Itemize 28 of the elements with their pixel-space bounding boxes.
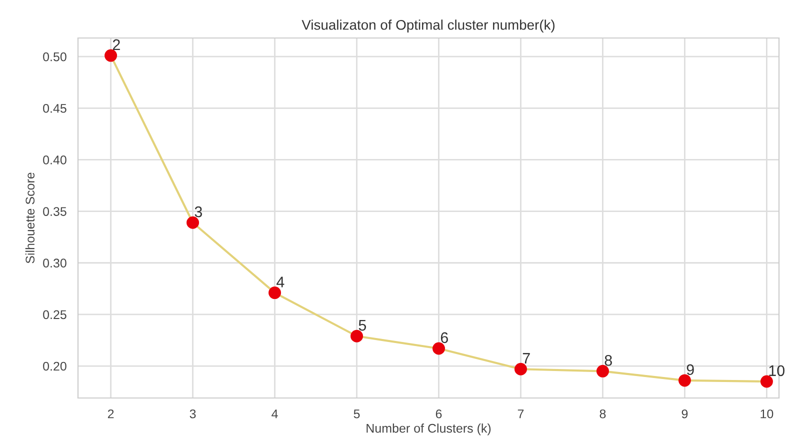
- x-tick-label: 9: [682, 409, 688, 418]
- x-tick-label: 3: [190, 409, 196, 418]
- x-tick-label: 4: [272, 410, 278, 418]
- annotation: 9: [686, 364, 694, 376]
- annotation: 8: [604, 354, 612, 366]
- y-tick-label: 0.30: [43, 258, 66, 268]
- y-tick-label: 0.25: [43, 310, 66, 320]
- x-tick-label: 7: [518, 410, 524, 418]
- chart-title: Visualizaton of Optimal cluster number(k): [302, 20, 554, 33]
- annotation: 7: [522, 353, 530, 364]
- x-tick-label: 2: [108, 409, 114, 418]
- x-tick-label: 6: [436, 409, 442, 418]
- annotation: 3: [194, 206, 202, 218]
- y-tick-label: 0.40: [43, 156, 66, 164]
- y-axis-title: Silhouette Score: [25, 172, 35, 264]
- annotation: 6: [440, 332, 448, 344]
- y-tick-label: 0.50: [43, 52, 66, 62]
- x-tick-label: 8: [600, 409, 606, 418]
- x-tick-label: 5: [354, 410, 360, 418]
- annotation: 4: [276, 276, 284, 288]
- annotation: 5: [358, 320, 366, 331]
- x-axis-title: Number of Clusters (k): [366, 424, 491, 436]
- annotation: 10: [769, 365, 784, 376]
- y-tick-label: 0.35: [43, 207, 66, 216]
- y-tick-label: 0.20: [43, 362, 66, 371]
- y-tick-label: 0.45: [43, 104, 66, 113]
- annotation: 2: [112, 39, 120, 50]
- x-tick-label: 10: [760, 409, 774, 418]
